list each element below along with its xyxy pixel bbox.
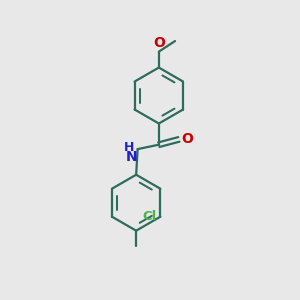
- Text: Cl: Cl: [142, 210, 156, 223]
- Text: H: H: [124, 141, 135, 154]
- Text: O: O: [181, 132, 193, 146]
- Text: O: O: [153, 37, 165, 50]
- Text: N: N: [125, 150, 137, 164]
